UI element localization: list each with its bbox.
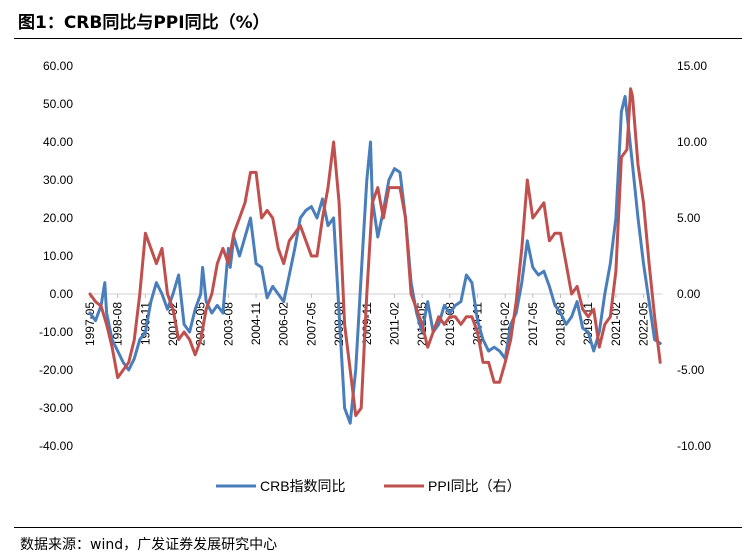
legend-label: CRB指数同比	[260, 478, 346, 494]
x-tick-label: 2022-05	[637, 302, 651, 346]
left-tick-label: -40.00	[39, 439, 73, 453]
source-note: 数据来源：wind，广发证券发展研究中心	[20, 537, 278, 553]
left-tick-label: 10.00	[43, 249, 73, 263]
source-rule	[14, 527, 742, 528]
left-tick-label: -10.00	[39, 325, 73, 339]
x-tick-label: 2011-02	[387, 302, 401, 345]
x-tick-label: 2007-05	[304, 302, 318, 346]
x-tick-label: 2017-05	[526, 302, 540, 346]
left-tick-label: 40.00	[43, 135, 73, 149]
right-tick-label: 10.00	[677, 135, 707, 149]
series-line-ppi	[88, 87, 662, 418]
left-tick-label: 20.00	[43, 211, 73, 225]
left-tick-label: 50.00	[43, 97, 73, 111]
x-tick-label: 2021-02	[609, 302, 623, 346]
x-tick-label: 2013-08	[443, 302, 457, 346]
right-tick-label: 5.00	[677, 211, 701, 225]
right-tick-label: 0.00	[677, 287, 701, 301]
left-tick-label: -20.00	[39, 363, 73, 377]
right-tick-label: -10.00	[677, 439, 711, 453]
x-tick-label: 2004-11	[249, 302, 263, 345]
x-tick-label: 1998-08	[111, 302, 125, 346]
x-tick-label: 1997-05	[83, 302, 97, 346]
right-tick-label: -5.00	[677, 363, 705, 377]
right-tick-label: 15.00	[677, 59, 707, 73]
line-chart: 60.00 50.00 40.00 30.00 20.00 10.00 0.00 -10.00…	[39, 59, 711, 494]
left-tick-label: 30.00	[43, 173, 73, 187]
title-rule	[14, 38, 742, 39]
series-line-crb	[88, 94, 662, 425]
figure-title: 图1：CRB同比与PPI同比（%）	[18, 13, 270, 33]
series-layer	[88, 87, 662, 425]
left-tick-label: 0.00	[50, 287, 74, 301]
left-tick-label: -30.00	[39, 401, 73, 415]
left-axis-ticks: 60.00 50.00 40.00 30.00 20.00 10.00 0.00 -10.00…	[39, 59, 73, 453]
legend-label: PPI同比（右）	[428, 478, 521, 494]
legend: CRB指数同比 PPI同比（右）	[216, 478, 521, 494]
x-tick-label: 2018-08	[554, 302, 568, 346]
right-axis-ticks: 15.00 10.00 5.00 0.00 -5.00 -10.00	[677, 59, 711, 453]
x-tick-label: 2003-08	[221, 302, 235, 346]
x-tick-label: 2006-02	[277, 302, 291, 346]
left-tick-label: 60.00	[43, 59, 73, 73]
